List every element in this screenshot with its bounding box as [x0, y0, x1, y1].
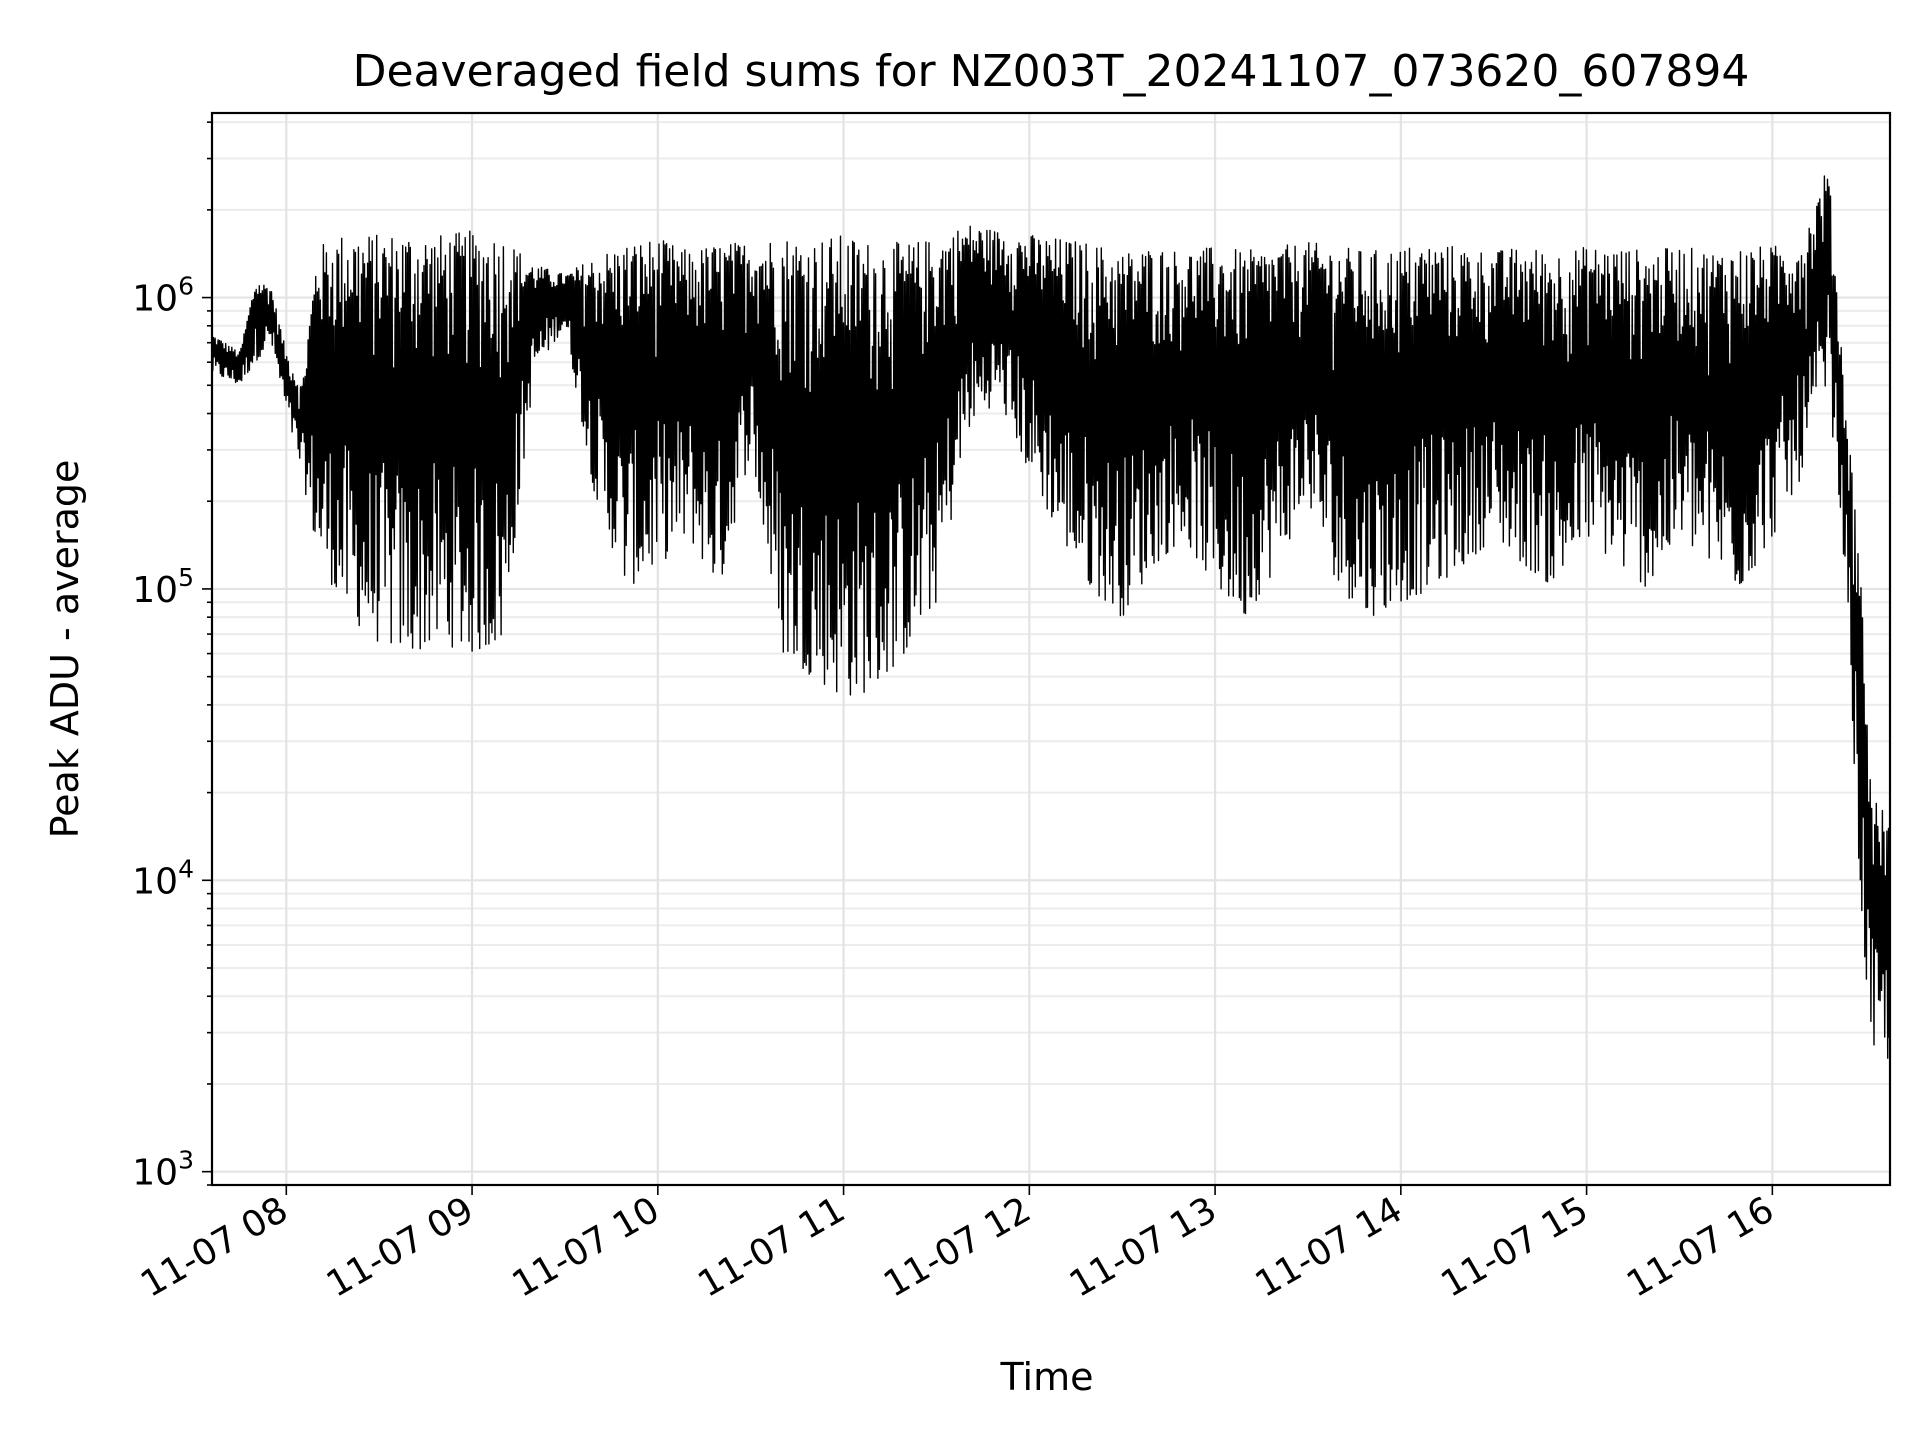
chart-title: Deaveraged field sums for NZ003T_2024110…: [353, 46, 1750, 97]
y-tick-label-base: 10: [132, 570, 178, 611]
series-layer: [211, 175, 1891, 1059]
y-tick-label: 105: [132, 563, 194, 611]
y-tick-label: 104: [132, 854, 194, 902]
y-tick-label-base: 10: [132, 1153, 178, 1194]
y-tick-label-exponent: 5: [178, 563, 194, 592]
y-tick-label-base: 10: [132, 279, 178, 320]
y-tick-label: 103: [132, 1146, 194, 1194]
y-tick-label-exponent: 3: [178, 1146, 194, 1175]
y-tick-label: 106: [132, 272, 194, 320]
y-tick-label-base: 10: [132, 861, 178, 902]
y-tick-label-exponent: 4: [178, 854, 194, 883]
y-axis-label: Peak ADU - average: [43, 460, 87, 839]
series-line: [211, 175, 1891, 1059]
x-axis-label: Time: [1000, 1355, 1094, 1399]
plot-frame: [210, 111, 1892, 1187]
y-tick-label-exponent: 6: [178, 272, 194, 301]
